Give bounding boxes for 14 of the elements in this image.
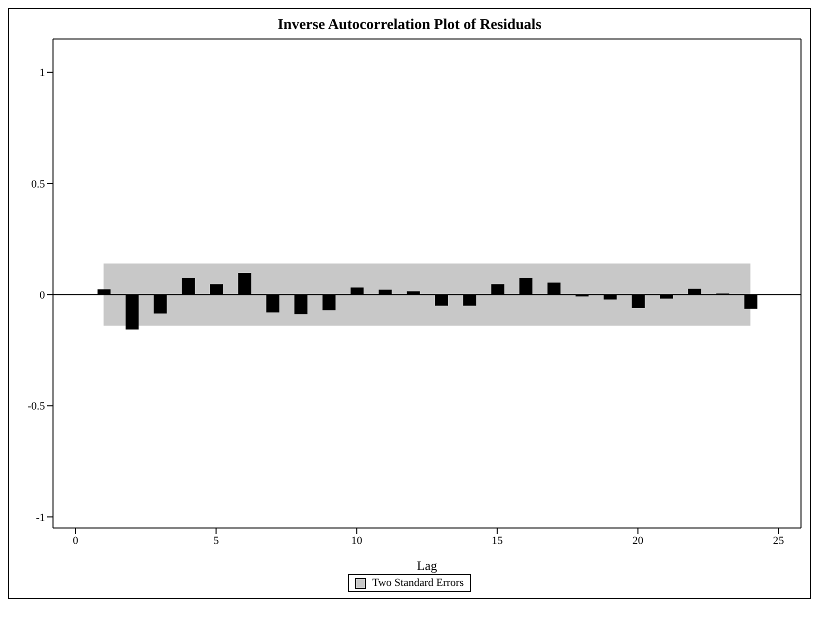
chart-title: Inverse Autocorrelation Plot of Residuals	[276, 17, 542, 34]
y-tick-label: 0.5	[31, 178, 46, 190]
y-tick-label: 0	[40, 290, 46, 302]
x-tick-label: 15	[492, 534, 504, 547]
x-tick-label: 5	[213, 534, 220, 547]
x-tick-label: 10	[351, 534, 363, 547]
x-tick-label: 0	[72, 534, 79, 547]
y-tick-label: -0.5	[28, 400, 46, 413]
legend-label: Two Standard Errors	[372, 577, 464, 589]
x-tick-label: 25	[773, 534, 785, 547]
x-axis-title: Lag	[416, 558, 438, 573]
y-tick-label: 1	[40, 67, 45, 80]
x-tick-label: 20	[632, 534, 644, 547]
y-tick-label: -1	[36, 512, 45, 524]
